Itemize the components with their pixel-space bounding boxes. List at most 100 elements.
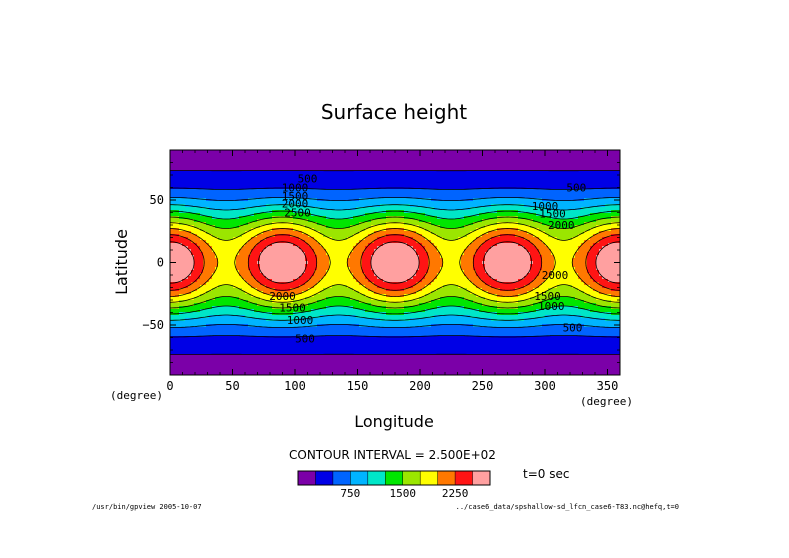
field-cell [329, 201, 333, 205]
field-cell [407, 156, 411, 160]
field-cell [419, 195, 423, 199]
field-cell [287, 192, 291, 196]
field-cell [608, 159, 612, 163]
field-cell [239, 186, 243, 190]
field-cell [458, 162, 462, 166]
field-cell [188, 174, 192, 178]
field-cell [272, 183, 276, 187]
field-cell [398, 168, 402, 172]
field-cell [389, 195, 393, 199]
field-cell [371, 207, 375, 211]
field-cell [554, 216, 558, 220]
field-cell [446, 156, 450, 160]
field-cell [413, 153, 417, 157]
field-cell [449, 168, 453, 172]
field-cell [482, 180, 486, 184]
field-cell [242, 159, 246, 163]
field-cell [335, 150, 339, 154]
field-cell [464, 210, 468, 214]
field-cell [518, 195, 522, 199]
field-cell [536, 171, 540, 175]
field-cell [272, 189, 276, 193]
field-cell [236, 210, 240, 214]
field-cell [473, 201, 477, 205]
field-cell [536, 192, 540, 196]
field-cell [521, 198, 525, 202]
field-cell [404, 177, 408, 181]
field-cell [536, 195, 540, 199]
field-cell [536, 174, 540, 178]
field-cell [545, 168, 549, 172]
field-cell [332, 180, 336, 184]
field-cell [302, 210, 306, 214]
field-cell [236, 195, 240, 199]
field-cell [467, 168, 471, 172]
field-cell [308, 177, 312, 181]
field-cell [596, 174, 600, 178]
field-cell [221, 171, 225, 175]
field-cell [365, 207, 369, 211]
field-cell [533, 156, 537, 160]
field-cell [230, 204, 234, 208]
field-cell [584, 213, 588, 217]
field-cell [419, 174, 423, 178]
field-cell [242, 153, 246, 157]
field-cell [245, 159, 249, 163]
field-cell [530, 165, 534, 169]
field-cell [206, 207, 210, 211]
field-cell [338, 162, 342, 166]
field-cell [263, 213, 267, 217]
field-cell [176, 159, 180, 163]
field-cell [194, 153, 198, 157]
field-cell [329, 177, 333, 181]
field-cell [248, 213, 252, 217]
field-cell [374, 198, 378, 202]
field-cell [428, 165, 432, 169]
field-cell [332, 150, 336, 154]
field-cell [299, 174, 303, 178]
field-cell [302, 186, 306, 190]
field-cell [179, 150, 183, 154]
field-cell [218, 213, 222, 217]
field-cell [488, 156, 492, 160]
field-cell [404, 165, 408, 169]
field-cell [461, 192, 465, 196]
field-cell [305, 204, 309, 208]
field-cell [263, 165, 267, 169]
field-cell [344, 156, 348, 160]
field-cell [353, 216, 357, 220]
field-cell [359, 153, 363, 157]
field-cell [347, 195, 351, 199]
field-cell [371, 177, 375, 181]
field-cell [341, 189, 345, 193]
field-cell [557, 192, 561, 196]
field-cell [260, 165, 264, 169]
field-cell [212, 165, 216, 169]
field-cell [176, 168, 180, 172]
field-cell [557, 171, 561, 175]
field-cell [266, 189, 270, 193]
field-cell [593, 165, 597, 169]
field-cell [191, 207, 195, 211]
field-cell [365, 201, 369, 205]
field-cell [251, 183, 255, 187]
field-cell [596, 177, 600, 181]
field-cell [347, 159, 351, 163]
field-cell [521, 150, 525, 154]
field-cell [443, 156, 447, 160]
field-cell [524, 162, 528, 166]
field-cell [224, 192, 228, 196]
field-cell [413, 156, 417, 160]
field-cell [254, 216, 258, 220]
field-cell [497, 150, 501, 154]
field-cell [170, 213, 174, 217]
field-cell [416, 165, 420, 169]
field-cell [494, 195, 498, 199]
field-cell [296, 177, 300, 181]
field-cell [284, 162, 288, 166]
field-cell [533, 162, 537, 166]
field-cell [419, 168, 423, 172]
field-cell [332, 198, 336, 202]
field-cell [617, 150, 620, 154]
field-cell [356, 204, 360, 208]
